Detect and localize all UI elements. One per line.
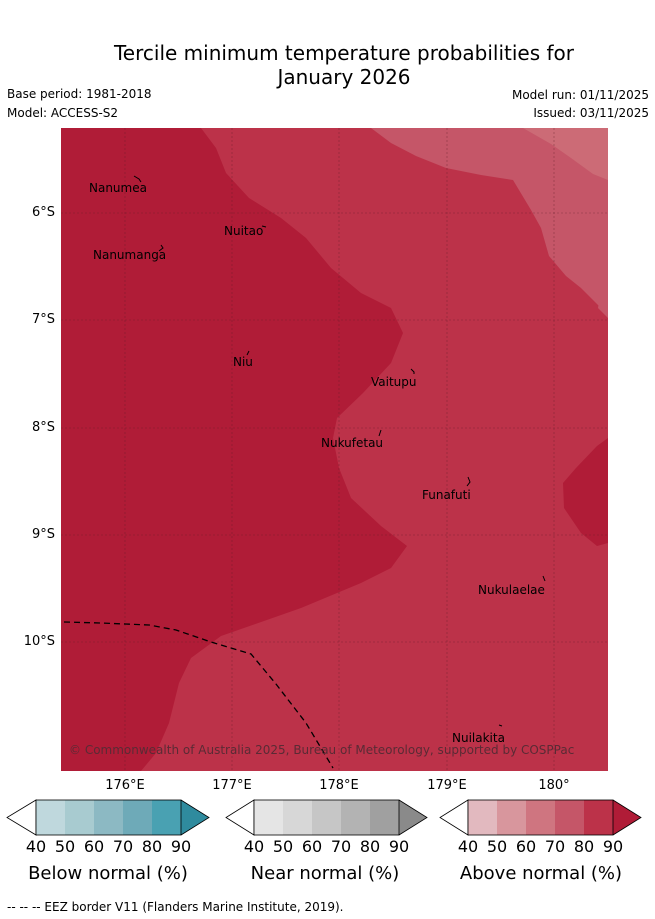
colorbar-tick: 50 — [272, 837, 294, 856]
colorbar-above-title: Above normal (%) — [459, 863, 623, 884]
base-period: Base period: 1981-2018 — [7, 87, 152, 101]
colorbar-tick: 80 — [573, 837, 595, 856]
island-nuilakita — [498, 724, 503, 727]
island-funafuti — [466, 476, 471, 487]
colorbar-near-swatch — [341, 800, 370, 835]
colorbar-near-swatch — [370, 800, 399, 835]
y-tick-label: 8°S — [31, 420, 55, 435]
x-tick-label: 179°E — [427, 778, 467, 793]
region-above-90-east — [563, 438, 608, 546]
colorbar-tick: 40 — [25, 837, 47, 856]
island-nanumea — [133, 175, 142, 183]
colorbar-tick: 40 — [243, 837, 265, 856]
colorbar-tick: 60 — [83, 837, 105, 856]
colorbar-tick: 90 — [602, 837, 624, 856]
colorbar-below-under — [6, 799, 37, 836]
x-tick-label: 177°E — [212, 778, 252, 793]
place-vaitupu: Vaitupu — [371, 375, 417, 389]
model-run: Model run: 01/11/2025 — [511, 88, 649, 102]
colorbar-tick: 80 — [359, 837, 381, 856]
colorbar-above-swatch — [468, 800, 497, 835]
colorbar-tick: 90 — [170, 837, 192, 856]
islands — [133, 175, 546, 727]
eez-border — [63, 621, 334, 769]
place-nukufetau: Nukufetau — [321, 436, 384, 450]
island-nanumanga — [158, 244, 164, 252]
region-above-80 — [141, 128, 608, 771]
place-nukulaelae: Nukulaelae — [478, 583, 545, 597]
map-panel — [61, 128, 608, 771]
colorbar-above-under — [439, 799, 469, 836]
region-above-70 — [371, 128, 608, 318]
place-nuilakita: Nuilakita — [452, 731, 505, 745]
colorbar-tick: 70 — [544, 837, 566, 856]
island-nuitao — [261, 225, 267, 228]
colorbar-tick: 50 — [486, 837, 508, 856]
colorbar-above-swatch — [584, 800, 613, 835]
island-niu — [246, 350, 250, 356]
chart-title: Tercile minimum temperature probabilitie… — [0, 41, 655, 89]
colorbar-above-over — [613, 800, 641, 835]
colorbar-tick: 60 — [301, 837, 323, 856]
title-line-1: Tercile minimum temperature probabilitie… — [113, 41, 575, 65]
colorbar-tick: 50 — [54, 837, 76, 856]
x-tick-label: 180° — [538, 778, 570, 793]
colorbar-near-swatch — [312, 800, 341, 835]
x-tick-label: 176°E — [105, 778, 145, 793]
place-nanumanga: Nanumanga — [93, 248, 167, 262]
colorbar-above — [439, 799, 642, 836]
eez-footnote: -- -- -- EEZ border V11 (Flanders Marine… — [7, 900, 344, 914]
colorbar-below-swatch — [123, 800, 152, 835]
place-nanumea: Nanumea — [89, 181, 147, 195]
colorbar-below-over — [181, 800, 209, 835]
title-line-2: January 2026 — [277, 65, 411, 89]
colorbar-above-swatch — [497, 800, 526, 835]
colorbar-near-title: Near normal (%) — [250, 863, 400, 884]
x-tick-label: 178°E — [319, 778, 359, 793]
y-tick-label: 7°S — [31, 312, 55, 327]
colorbar-tick: 40 — [457, 837, 479, 856]
colorbar-near — [225, 799, 428, 836]
colorbar-near-swatch — [254, 800, 283, 835]
colorbar-below-swatch — [152, 800, 181, 835]
island-nukufetau — [378, 429, 382, 437]
y-tick-label: 9°S — [31, 527, 55, 542]
colorbar-below — [6, 799, 210, 836]
colorbar-tick: 80 — [141, 837, 163, 856]
colorbar-below-swatch — [36, 800, 65, 835]
y-tick-label: 6°S — [31, 205, 55, 220]
region-above-70-east — [598, 263, 608, 318]
colorbar-tick: 70 — [330, 837, 352, 856]
colorbar-below-title: Below normal (%) — [28, 863, 188, 884]
issued-date: Issued: 03/11/2025 — [533, 106, 649, 120]
colorbar-above-swatch — [526, 800, 555, 835]
map-svg — [61, 128, 608, 771]
region-above-60 — [523, 128, 608, 180]
place-funafuti: Funafuti — [422, 488, 471, 502]
colorbar-below-swatch — [65, 800, 94, 835]
colorbar-tick: 90 — [388, 837, 410, 856]
model-name: Model: ACCESS-S2 — [7, 106, 119, 120]
colorbar-near-over — [399, 800, 427, 835]
colorbar-above-swatch — [555, 800, 584, 835]
colorbar-tick: 70 — [112, 837, 134, 856]
y-tick-label: 10°S — [23, 634, 55, 649]
colorbar-near-under — [225, 799, 255, 836]
place-nuitao: Nuitao — [224, 224, 264, 238]
colorbar-tick: 60 — [515, 837, 537, 856]
place-niu: Niu — [233, 355, 253, 369]
island-nukulaelae — [542, 575, 546, 582]
copyright-credit: © Commonwealth of Australia 2025, Bureau… — [69, 743, 575, 757]
colorbar-near-swatch — [283, 800, 312, 835]
gridlines — [61, 128, 608, 771]
colorbar-below-swatch — [94, 800, 123, 835]
island-vaitupu — [410, 368, 415, 374]
